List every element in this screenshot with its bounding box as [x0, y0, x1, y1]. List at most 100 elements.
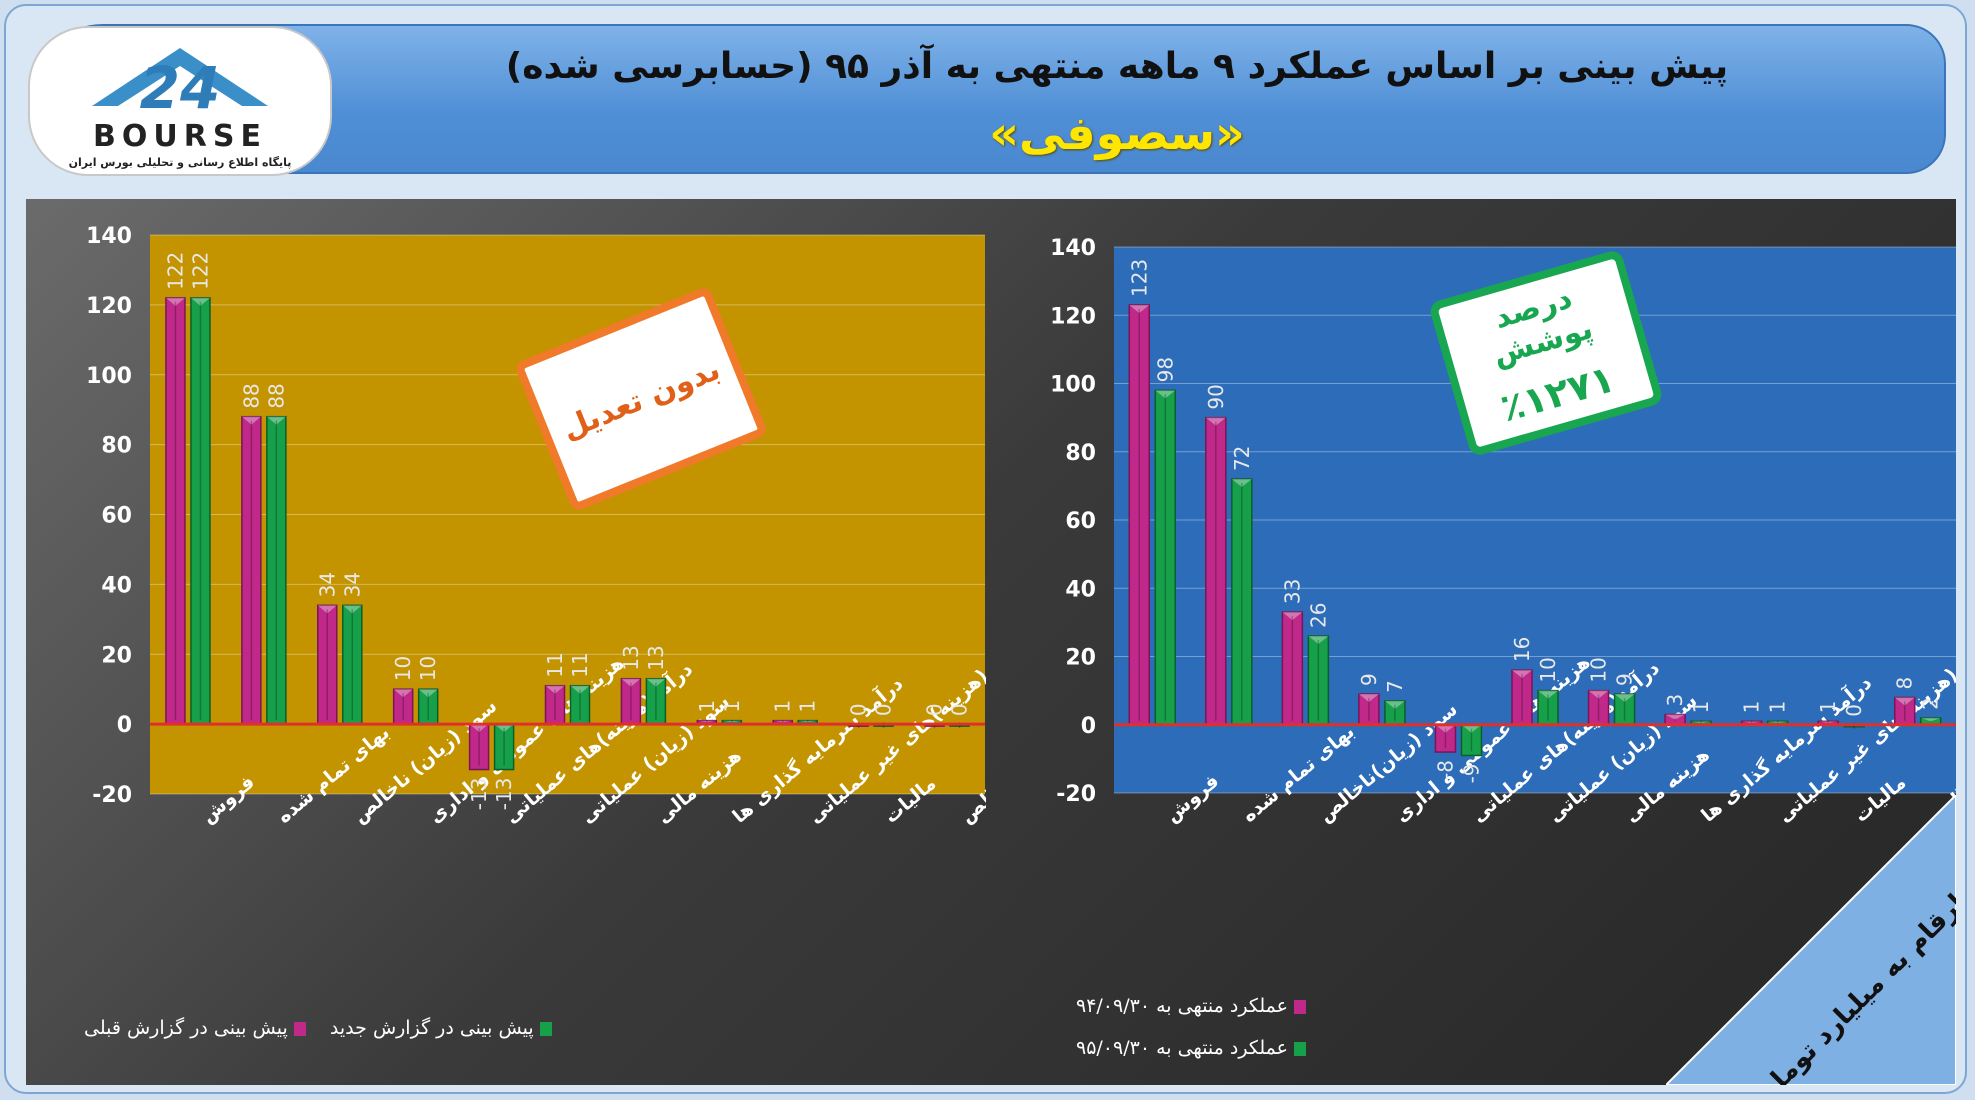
y-tick-label: 80: [101, 434, 132, 459]
legend-swatch-pink: [293, 1021, 306, 1036]
legend-item-new: پیش بینی در گزارش جدید: [330, 1017, 552, 1039]
legend-swatch-green: [1293, 1041, 1306, 1056]
bar: [190, 297, 211, 725]
legend-right-1: عملکرد منتهی به ۹۴/۰۹/۳۰: [1076, 995, 1306, 1017]
bar: [1231, 478, 1253, 726]
data-label: 122: [188, 252, 212, 290]
logo: 24 BOURSE پایگاه اطلاع رسانی و تحلیلی بو…: [28, 26, 332, 176]
data-label: 88: [264, 383, 288, 408]
y-tick-label: 140: [86, 224, 132, 249]
data-label: 1: [1816, 701, 1840, 714]
data-label: 1: [1740, 701, 1764, 714]
data-label: -9: [1459, 763, 1483, 783]
data-label: 34: [340, 572, 364, 597]
bar: [569, 684, 591, 725]
logo-mark-icon: 24 BOURSE پایگاه اطلاع رسانی و تحلیلی بو…: [69, 48, 291, 169]
y-tick-label: 120: [1050, 304, 1096, 329]
data-label: 10: [1587, 657, 1611, 682]
bar: [266, 415, 287, 725]
y-tick-label: 20: [101, 643, 132, 668]
bar: [645, 677, 667, 725]
legend-swatch-green: [539, 1021, 552, 1036]
data-label: 72: [1230, 446, 1254, 471]
bar: [620, 677, 642, 725]
data-label: 33: [1280, 579, 1304, 604]
bar: [1511, 669, 1533, 726]
data-label: 0: [923, 703, 947, 716]
data-label: 13: [644, 645, 668, 670]
y-tick-label: 0: [117, 713, 132, 738]
data-label: 16: [1510, 637, 1534, 662]
bar: [1434, 724, 1457, 753]
legend-right-2: عملکرد منتهی به ۹۵/۰۹/۳۰: [1076, 1037, 1306, 1059]
y-tick-label: 40: [101, 573, 132, 598]
bar: [1384, 700, 1406, 726]
bar: [417, 688, 439, 725]
data-label: 1: [771, 700, 795, 713]
data-label: 123: [1127, 259, 1151, 297]
data-label: 10: [1536, 657, 1560, 682]
data-label: 0: [1842, 704, 1866, 717]
y-tick-label: 40: [1065, 577, 1096, 602]
data-label: 0: [872, 703, 896, 716]
data-label: 98: [1153, 357, 1177, 382]
bar: [1358, 693, 1380, 726]
y-tick-label: 20: [1065, 646, 1096, 671]
y-tick-label: 0: [1081, 714, 1096, 739]
data-label: 2: [1919, 697, 1943, 710]
bar: [317, 604, 338, 725]
legend-left: پیش بینی در گزارش جدید پیش بینی در گزارش…: [84, 1017, 552, 1039]
data-label: 1: [720, 700, 744, 713]
data-label: 11: [568, 652, 592, 677]
data-label: 88: [239, 383, 263, 408]
data-label: 9: [1357, 673, 1381, 686]
y-tick-label: -20: [1056, 782, 1096, 807]
data-label: 0: [948, 703, 972, 716]
data-label: 13: [619, 645, 643, 670]
logo-number: 24: [140, 54, 221, 122]
bar: [1664, 713, 1686, 726]
data-label: 1: [796, 700, 820, 713]
bar: [468, 723, 490, 771]
units-ribbon: ارقام به میلیارد تومان: [1666, 795, 1956, 1085]
data-label: 11: [543, 652, 567, 677]
y-tick-label: 120: [86, 294, 132, 319]
y-tick-label: 60: [1065, 509, 1096, 534]
data-label: 1: [1766, 701, 1790, 714]
data-label: 8: [1893, 677, 1917, 690]
bar: [342, 604, 363, 725]
page-frame: پیش بینی بر اساس عملکرد ۹ ماهه منتهی به …: [4, 4, 1967, 1094]
bar: [241, 415, 262, 725]
bar: [392, 688, 414, 725]
data-label: 3: [1663, 694, 1687, 707]
bar: [1205, 416, 1227, 726]
data-label: 90: [1204, 384, 1228, 409]
y-tick-label: 80: [1065, 441, 1096, 466]
data-label: 1: [1689, 701, 1713, 714]
legend-item-old: پیش بینی در گزارش قبلی: [84, 1017, 306, 1039]
bar: [1128, 304, 1151, 726]
data-label: 9: [1613, 673, 1637, 686]
bar: [1281, 611, 1304, 726]
legend-swatch-pink: [1293, 999, 1306, 1014]
bar: [1587, 689, 1610, 726]
data-label: 7: [1383, 680, 1407, 693]
y-tick-label: 100: [1050, 373, 1096, 398]
data-label: 34: [315, 572, 339, 597]
data-label: -13: [467, 778, 491, 811]
header-banner: پیش بینی بر اساس عملکرد ۹ ماهه منتهی به …: [28, 24, 1946, 174]
bar: [1154, 389, 1177, 726]
bar: [1460, 724, 1483, 757]
y-tick-label: 140: [1050, 236, 1096, 261]
bar: [544, 684, 566, 725]
bar: [165, 297, 186, 725]
y-tick-label: -20: [92, 783, 132, 808]
logo-brand: BOURSE: [93, 119, 267, 154]
bar: [1893, 696, 1916, 726]
data-label: -13: [492, 778, 516, 811]
data-label: 1: [695, 700, 719, 713]
page-title: پیش بینی بر اساس عملکرد ۹ ماهه منتهی به …: [505, 46, 1729, 87]
bar: [1307, 635, 1330, 726]
charts-panel: -20 0 20 40 60 80 100 120 140 122 122 فروش 88 88 بهای …: [26, 199, 1956, 1085]
